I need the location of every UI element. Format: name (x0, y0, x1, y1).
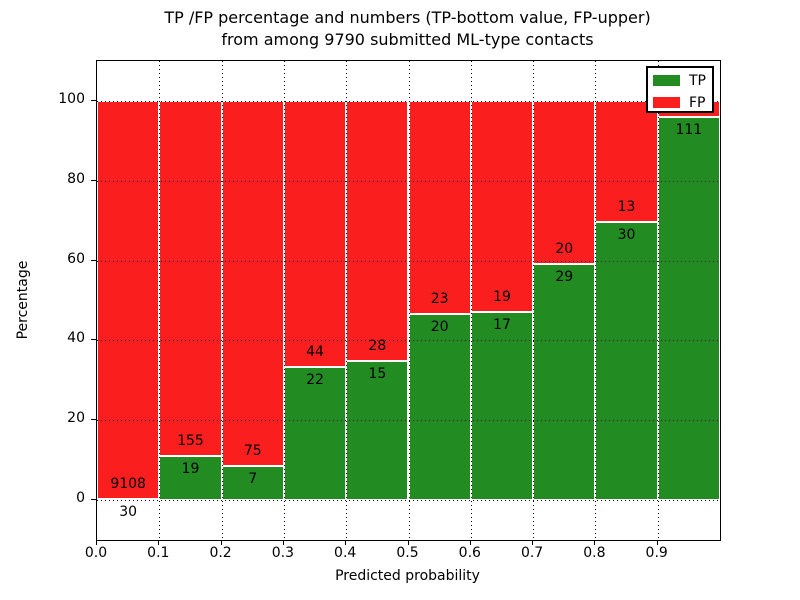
gridline-vertical (283, 61, 285, 540)
y-tick-mark (91, 339, 96, 341)
y-axis-label: Percentage (15, 260, 31, 340)
gridline-vertical (408, 61, 410, 540)
y-tick-label: 20 (67, 410, 85, 427)
y-tick-mark (91, 499, 96, 500)
y-tick-mark (91, 179, 96, 181)
y-tick-label: 40 (67, 330, 85, 347)
fp-count-label: 9108 (110, 475, 146, 492)
gridline-vertical (346, 61, 348, 540)
fp-count-label: 75 (243, 442, 262, 459)
fp-count-label: 20 (555, 240, 574, 257)
x-tick-mark (469, 540, 471, 545)
legend-label-tp: TP (689, 72, 706, 89)
tp-swatch-icon (653, 75, 680, 86)
fp-count-label: 23 (430, 291, 449, 308)
y-tick-mark (91, 100, 96, 101)
x-tick-label: 0.1 (147, 545, 170, 561)
x-tick-label: 0.0 (84, 545, 108, 561)
bar-segment-fp (221, 101, 284, 466)
bar-segment-fp (346, 101, 409, 361)
y-tick-mark (91, 259, 96, 261)
x-tick-label: 0.9 (645, 545, 668, 561)
gridline-vertical (221, 61, 223, 540)
y-tick-label: 0 (76, 490, 85, 506)
bar-segment-tp (533, 263, 596, 500)
gridline-vertical (657, 61, 659, 540)
bar-segment-tp (657, 116, 720, 500)
tp-count-label: 111 (675, 121, 703, 138)
x-tick-mark (96, 540, 97, 545)
x-tick-mark (407, 540, 409, 545)
fp-count-label: 44 (306, 344, 324, 360)
chart-title-line1: TP /FP percentage and numbers (TP-bottom… (164, 8, 651, 27)
fp-count-label: 13 (617, 198, 636, 215)
gridline-vertical (470, 61, 472, 540)
y-tick-label: 80 (67, 170, 85, 187)
x-tick-mark (282, 540, 284, 545)
bar-segment-fp (533, 101, 596, 264)
gridline-vertical (595, 61, 597, 540)
legend: TP FP (646, 66, 714, 113)
fp-swatch-icon (653, 97, 680, 108)
fp-count-label: 28 (368, 337, 387, 354)
x-tick-mark (345, 540, 347, 545)
fp-count-label: 155 (177, 433, 204, 450)
tp-count-label: 22 (306, 372, 324, 388)
legend-label-fp: FP (689, 94, 706, 111)
legend-row-tp: TP (653, 71, 712, 90)
legend-row-fp: FP (653, 93, 712, 112)
gridline-vertical (533, 61, 535, 540)
fp-count-label: 19 (493, 288, 511, 305)
tp-count-label: 29 (555, 268, 574, 285)
x-axis-label: Predicted probability (335, 568, 480, 584)
bar-segment-tp (346, 360, 409, 500)
x-tick-label: 0.8 (583, 545, 606, 561)
tp-count-label: 30 (119, 503, 138, 520)
x-tick-mark (220, 540, 222, 545)
y-tick-mark (91, 419, 96, 421)
x-tick-mark (532, 540, 534, 545)
bar-segment-fp (470, 101, 534, 312)
tp-count-label: 19 (181, 461, 200, 478)
bar-segment-fp (283, 101, 347, 367)
x-tick-label: 0.3 (271, 545, 295, 561)
bar-segment-tp (595, 221, 658, 500)
x-tick-label: 0.2 (209, 545, 232, 561)
x-tick-label: 0.5 (396, 545, 419, 561)
x-tick-mark (158, 540, 160, 545)
gridline-vertical (159, 61, 161, 540)
x-tick-label: 0.7 (520, 545, 544, 561)
tp-count-label: 20 (430, 319, 449, 336)
tp-count-label: 7 (248, 470, 258, 487)
y-tick-label: 100 (58, 91, 85, 107)
bar-segment-tp (159, 456, 222, 500)
bar-segment-fp (97, 101, 160, 499)
x-tick-label: 0.6 (458, 545, 481, 561)
x-tick-mark (656, 540, 658, 545)
bar-segment-fp (408, 101, 471, 315)
tp-count-label: 30 (617, 226, 636, 243)
bar-segment-fp (159, 101, 222, 457)
bar-segment-tp (283, 367, 347, 500)
tp-count-label: 17 (493, 316, 511, 333)
plot-area: 9108 30 155 19 75 7 44 22 28 15 23 20 19 17 20 29 13 30 11… (96, 60, 721, 541)
bar-segment-fp (595, 101, 658, 222)
x-tick-mark (594, 540, 596, 545)
x-tick-label: 0.4 (334, 545, 357, 561)
tp-count-label: 15 (368, 365, 387, 382)
chart-title-line2: from among 9790 submitted ML-type contac… (221, 30, 594, 49)
y-tick-label: 60 (67, 250, 85, 267)
bar-segment-tp (408, 314, 471, 500)
